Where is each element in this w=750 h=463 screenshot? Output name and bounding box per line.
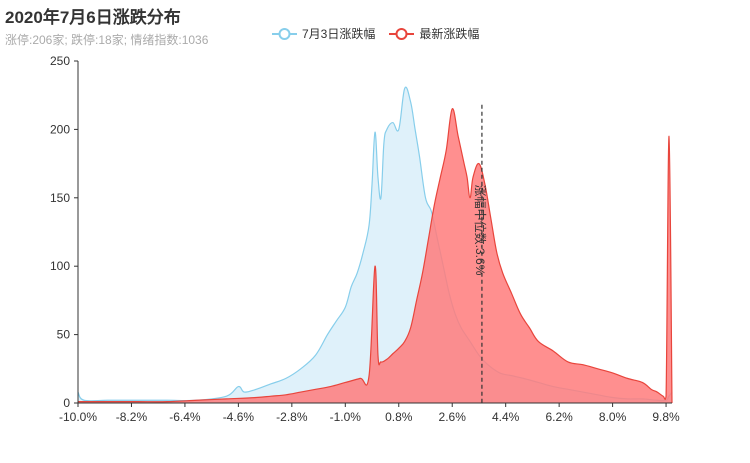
legend-swatch-latest — [389, 27, 415, 40]
legend-item-latest[interactable]: 最新涨跌幅 — [389, 25, 479, 42]
chart-subtitle: 涨停:206家; 跌停:18家; 情绪指数:1036 — [5, 33, 209, 47]
chart-title: 2020年7月6日涨跌分布 — [5, 8, 181, 27]
x-tick-label: -4.6% — [223, 410, 255, 424]
series-area-prev — [78, 87, 672, 403]
y-tick-label: 50 — [57, 328, 71, 342]
y-tick-label: 200 — [50, 122, 70, 136]
legend-swatch-prev — [272, 27, 297, 40]
x-tick-label: 0.8% — [385, 410, 413, 424]
series-area-latest — [78, 108, 672, 403]
series-line-latest — [77, 108, 673, 404]
legend-label-prev: 7月3日涨跌幅 — [302, 27, 376, 41]
legend-label-latest: 最新涨跌幅 — [419, 27, 480, 41]
y-tick-label: 0 — [63, 396, 70, 410]
x-tick-label: 8.0% — [599, 410, 627, 424]
x-tick-label: 4.4% — [492, 410, 520, 424]
x-tick-label: -10.0% — [59, 410, 97, 424]
y-tick-label: 150 — [50, 191, 70, 205]
x-tick-label: 2.6% — [439, 410, 467, 424]
median-label: 涨幅中位数:3.6% — [473, 185, 488, 276]
y-tick-label: 250 — [50, 54, 70, 68]
x-tick-label: 9.8% — [652, 410, 680, 424]
y-tick-label: 100 — [50, 259, 70, 273]
x-tick-label: -2.8% — [276, 410, 308, 424]
x-tick-label: -6.4% — [169, 410, 201, 424]
legend-item-prev[interactable]: 7月3日涨跌幅 — [272, 25, 375, 42]
x-tick-label: -1.0% — [330, 410, 362, 424]
x-tick-label: -8.2% — [116, 410, 148, 424]
legend: 7月3日涨跌幅 最新涨跌幅 — [272, 25, 493, 42]
x-tick-label: 6.2% — [545, 410, 573, 424]
